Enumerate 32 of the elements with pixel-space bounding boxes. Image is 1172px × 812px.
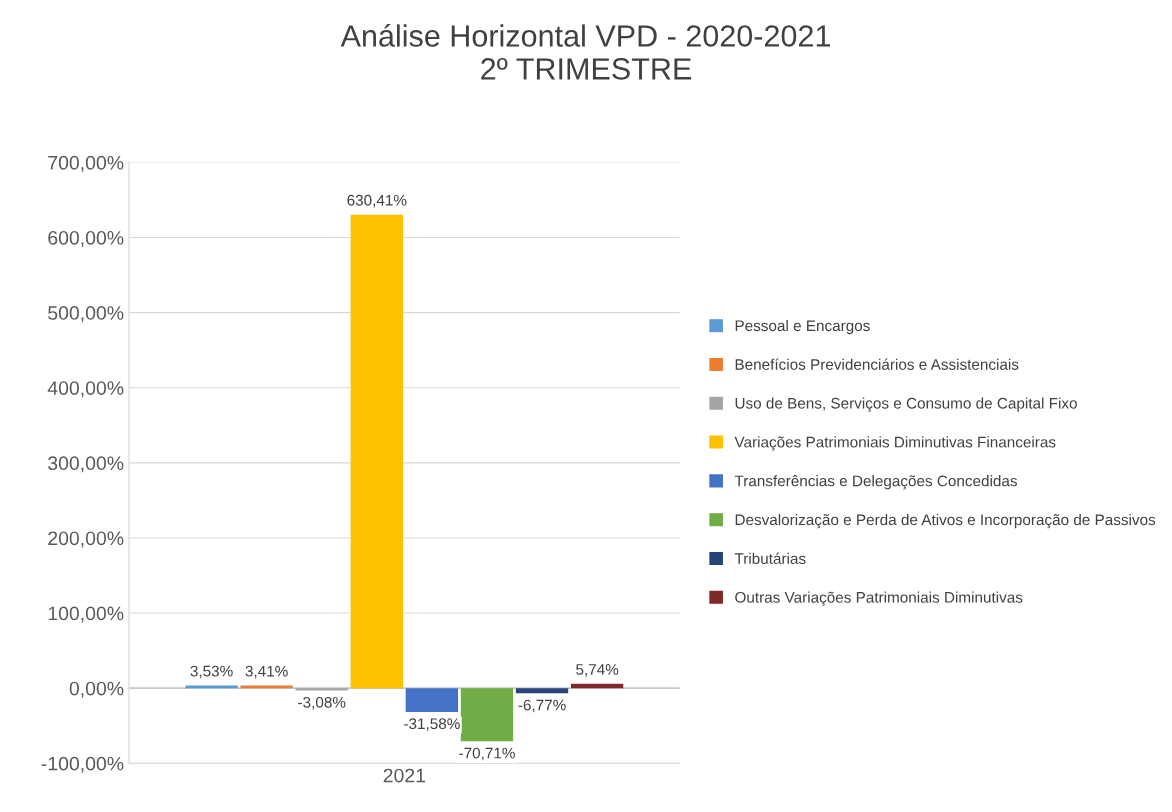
y-tick-label: 700,00% (48, 155, 124, 172)
bar (570, 683, 624, 689)
legend-label: Uso de Bens, Serviços e Consumo de Capital Fixo (735, 397, 1077, 412)
bar (350, 214, 403, 689)
data-label: 5,74% (576, 664, 619, 677)
legend-label: Benefícios Previdenciários e Assistenciais (735, 358, 1019, 370)
legend-label: Variações Patrimoniais Diminutivas Financeiras (734, 436, 1056, 451)
data-label: 3,53% (190, 665, 233, 679)
y-tick-label: 600,00% (48, 230, 124, 248)
data-label: -70,71% (459, 747, 515, 761)
y-tick-label: 200,00% (48, 531, 124, 548)
y-tick-label: -100,00% (41, 756, 124, 773)
data-label: 3,41% (245, 665, 288, 679)
data-label: -3,08% (298, 696, 346, 710)
y-tick-label: 500,00% (48, 306, 124, 323)
legend-label: Transferências e Delegações Concedidas (734, 475, 1017, 490)
y-tick-label: 100,00% (48, 606, 124, 623)
chart-title: Análise Horizontal VPD - 2020-2021 2º TRIMESTRE (340, 24, 830, 80)
bar (405, 688, 459, 712)
legend-label: Outras Variações Patrimoniais Diminutivas (735, 591, 1023, 606)
data-label: -6,77% (518, 699, 566, 713)
y-tick-label: 400,00% (47, 381, 124, 398)
legend-label: Tributárias (734, 552, 806, 564)
y-tick-label: 0,00% (69, 681, 124, 698)
bar (515, 688, 569, 694)
bar (460, 688, 514, 742)
data-label: 630,41% (347, 194, 407, 208)
x-tick-label: 2021 (383, 768, 426, 783)
legend-label: Desvalorização e Perda de Ativos e Incorporação de Passivos (735, 513, 1156, 529)
legend-label: Pessoal e Encargos (735, 319, 870, 335)
data-label: -31,58% (404, 718, 460, 731)
y-tick-label: 300,00% (48, 456, 124, 473)
